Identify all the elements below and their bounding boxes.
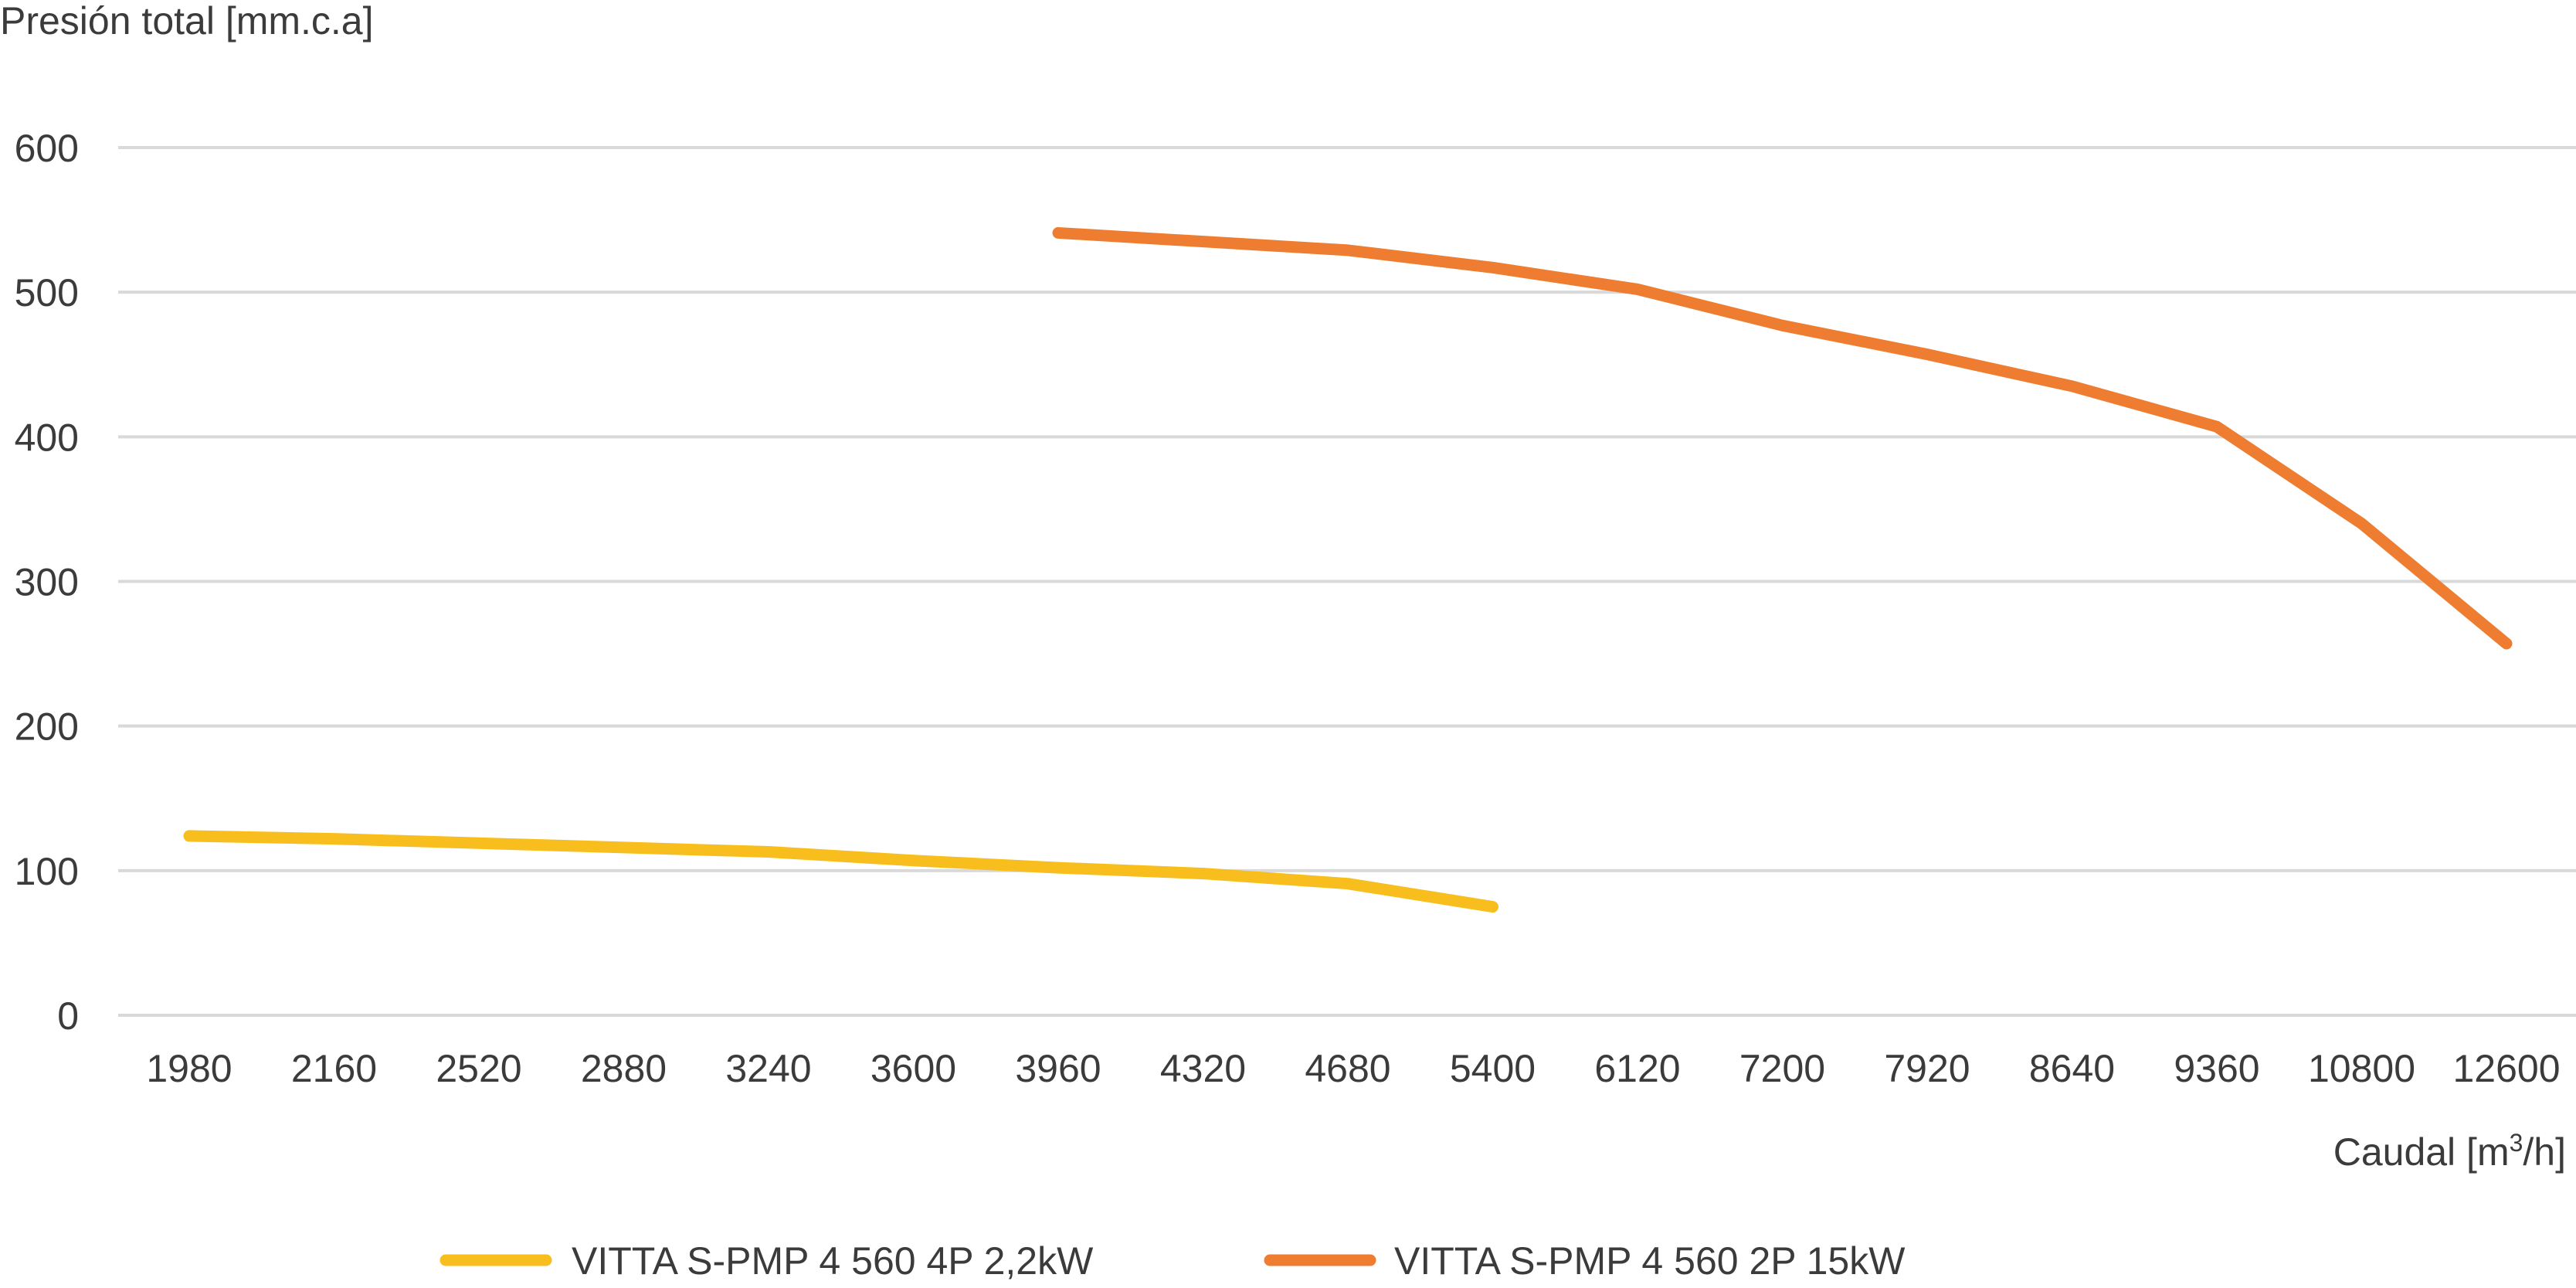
y-tick-label: 600 bbox=[15, 127, 79, 170]
x-tick-label: 1980 bbox=[146, 1047, 232, 1090]
legend-item-2: VITTA S-PMP 4 560 2P 15kW bbox=[1270, 1239, 1906, 1283]
legend: VITTA S-PMP 4 560 4P 2,2kW VITTA S-PMP 4 … bbox=[446, 1239, 1906, 1283]
x-tick-label: 7200 bbox=[1739, 1047, 1825, 1090]
x-tick-label: 5400 bbox=[1450, 1047, 1536, 1090]
x-tick-label: 9360 bbox=[2174, 1047, 2259, 1090]
y-tick-label: 300 bbox=[15, 561, 79, 604]
x-tick-label: 2880 bbox=[581, 1047, 667, 1090]
x-axis-ticks: 1980 2160 2520 2880 3240 3600 3960 4320 4680 5400… bbox=[146, 1047, 2560, 1090]
series-lines bbox=[189, 233, 2506, 906]
y-axis-title: Presión total [mm.c.a] bbox=[0, 0, 374, 42]
x-axis-title: Caudal [m3/h] bbox=[2333, 1129, 2566, 1174]
y-tick-label: 400 bbox=[15, 416, 79, 459]
x-tick-label: 12600 bbox=[2452, 1047, 2560, 1090]
x-tick-label: 3600 bbox=[871, 1047, 956, 1090]
x-tick-label: 3960 bbox=[1015, 1047, 1101, 1090]
y-axis-ticks: 0 100 200 300 400 500 600 bbox=[15, 127, 79, 1038]
x-tick-label: 7920 bbox=[1884, 1047, 1970, 1090]
x-tick-label: 4680 bbox=[1305, 1047, 1390, 1090]
x-tick-label: 4320 bbox=[1160, 1047, 1246, 1090]
y-tick-label: 0 bbox=[57, 994, 79, 1038]
legend-label: VITTA S-PMP 4 560 4P 2,2kW bbox=[572, 1239, 1094, 1283]
y-tick-label: 200 bbox=[15, 705, 79, 749]
legend-item-1: VITTA S-PMP 4 560 4P 2,2kW bbox=[446, 1239, 1094, 1283]
legend-label: VITTA S-PMP 4 560 2P 15kW bbox=[1394, 1239, 1906, 1283]
x-tick-label: 3240 bbox=[725, 1047, 811, 1090]
y-tick-label: 100 bbox=[15, 850, 79, 893]
x-tick-label: 6120 bbox=[1594, 1047, 1680, 1090]
x-tick-label: 10800 bbox=[2308, 1047, 2415, 1090]
x-tick-label: 2520 bbox=[436, 1047, 521, 1090]
x-tick-label: 8640 bbox=[2029, 1047, 2115, 1090]
y-tick-label: 500 bbox=[15, 271, 79, 314]
x-tick-label: 2160 bbox=[291, 1047, 377, 1090]
